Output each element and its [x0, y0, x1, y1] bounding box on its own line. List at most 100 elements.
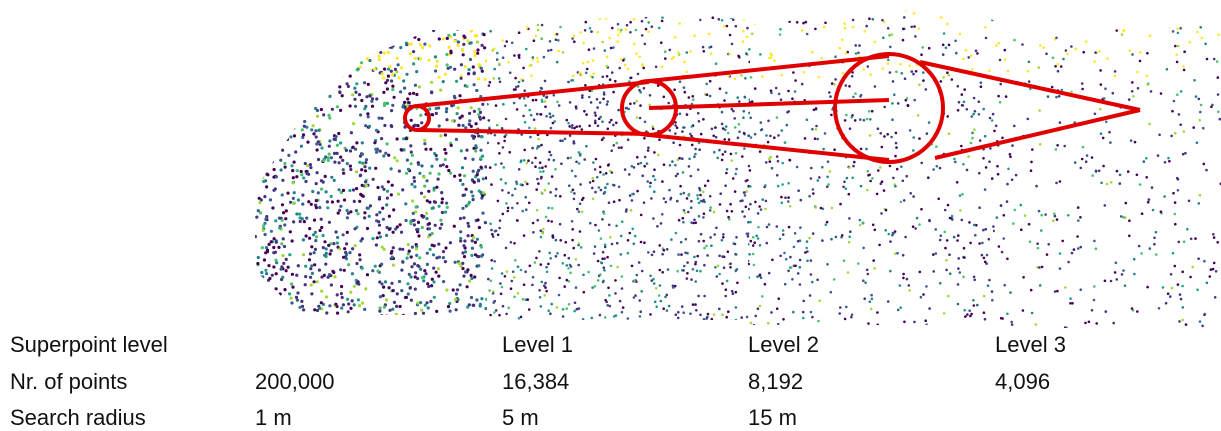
cloud-point	[750, 136, 753, 139]
cloud-point	[966, 313, 969, 316]
cloud-point	[424, 272, 427, 275]
cloud-point	[628, 173, 631, 176]
cloud-point	[651, 25, 654, 28]
cloud-point	[1007, 168, 1010, 171]
cloud-point	[1038, 210, 1041, 213]
cloud-point	[1160, 210, 1163, 213]
cloud-point	[317, 140, 320, 143]
cloud-point	[468, 112, 471, 115]
cloud-point	[946, 239, 949, 242]
cloud-point	[261, 105, 264, 108]
cloud-point	[500, 178, 503, 181]
cloud-point	[944, 247, 947, 250]
cloud-point	[1174, 265, 1177, 268]
cloud-point	[325, 247, 328, 250]
cloud-point	[267, 19, 270, 22]
cloud-point	[363, 216, 366, 219]
cloud-point	[450, 104, 453, 107]
cloud-point	[325, 20, 328, 23]
cloud-point	[514, 77, 517, 80]
cloud-point	[255, 149, 258, 152]
cloud-point	[532, 276, 535, 279]
cloud-point	[339, 141, 342, 144]
cloud-point	[262, 64, 265, 67]
cloud-point	[745, 52, 748, 55]
cloud-point	[467, 225, 470, 228]
cloud-point	[743, 320, 746, 323]
cloud-point	[971, 137, 974, 140]
cloud-point	[769, 156, 772, 159]
cloud-point	[1091, 174, 1094, 177]
cloud-point	[1122, 29, 1125, 32]
cloud-point	[379, 306, 382, 309]
cloud-point	[1102, 165, 1105, 168]
cloud-point	[267, 19, 270, 22]
cloud-point	[398, 21, 401, 24]
cloud-point	[444, 246, 447, 249]
cloud-point	[536, 209, 539, 212]
cloud-point	[604, 191, 607, 194]
cloud-point	[981, 242, 984, 245]
cloud-point	[364, 287, 367, 290]
cloud-point	[1022, 309, 1025, 312]
cloud-point	[419, 43, 422, 46]
cloud-point	[405, 35, 408, 38]
cloud-point	[359, 193, 362, 196]
cloud-point	[590, 30, 593, 33]
cloud-point	[592, 59, 595, 62]
cloud-point	[302, 238, 305, 241]
cloud-point	[635, 52, 638, 55]
cloud-point	[281, 133, 284, 136]
cloud-point	[442, 80, 445, 83]
cloud-point	[658, 294, 661, 297]
cloud-point	[651, 13, 654, 16]
cloud-point	[869, 134, 872, 137]
cloud-point	[657, 154, 660, 157]
cloud-point	[511, 42, 514, 45]
cloud-point	[787, 90, 790, 93]
cloud-point	[254, 166, 257, 169]
cloud-point	[1013, 125, 1016, 128]
cloud-point	[1130, 139, 1133, 142]
cloud-point	[899, 284, 902, 287]
cloud-point	[1189, 276, 1192, 279]
cloud-point	[721, 19, 724, 22]
cloud-point	[676, 173, 679, 176]
cloud-point	[462, 35, 465, 38]
cloud-point	[466, 85, 469, 88]
cloud-point	[378, 211, 381, 214]
cloud-point	[509, 71, 512, 74]
cloud-point	[919, 271, 922, 274]
cloud-point	[313, 48, 316, 51]
cloud-point	[1169, 295, 1172, 298]
cloud-point	[787, 10, 790, 13]
cloud-point	[309, 267, 312, 270]
cloud-point	[352, 31, 355, 34]
cloud-point	[331, 28, 334, 31]
cloud-point	[540, 263, 543, 266]
cloud-point	[539, 161, 542, 164]
cloud-point	[547, 49, 550, 52]
cloud-point	[753, 264, 756, 267]
cloud-point	[376, 186, 379, 189]
cloud-point	[1000, 204, 1003, 207]
cloud-point	[625, 107, 628, 110]
cloud-point	[351, 247, 354, 250]
cloud-point	[546, 271, 549, 274]
cloud-point	[536, 57, 539, 60]
cloud-point	[477, 264, 480, 267]
cloud-point	[1155, 231, 1158, 234]
cloud-point	[1037, 247, 1040, 250]
cloud-point	[445, 118, 448, 121]
cloud-point	[371, 269, 374, 272]
cloud-point	[1174, 223, 1177, 226]
cloud-point	[386, 197, 389, 200]
cloud-point	[528, 109, 531, 112]
cloud-point	[1146, 75, 1149, 78]
cloud-point	[1217, 93, 1220, 96]
cloud-point	[544, 282, 547, 285]
cloud-point	[283, 128, 286, 131]
cloud-point	[272, 265, 275, 268]
cloud-point	[1011, 144, 1014, 147]
cloud-point	[513, 296, 516, 299]
